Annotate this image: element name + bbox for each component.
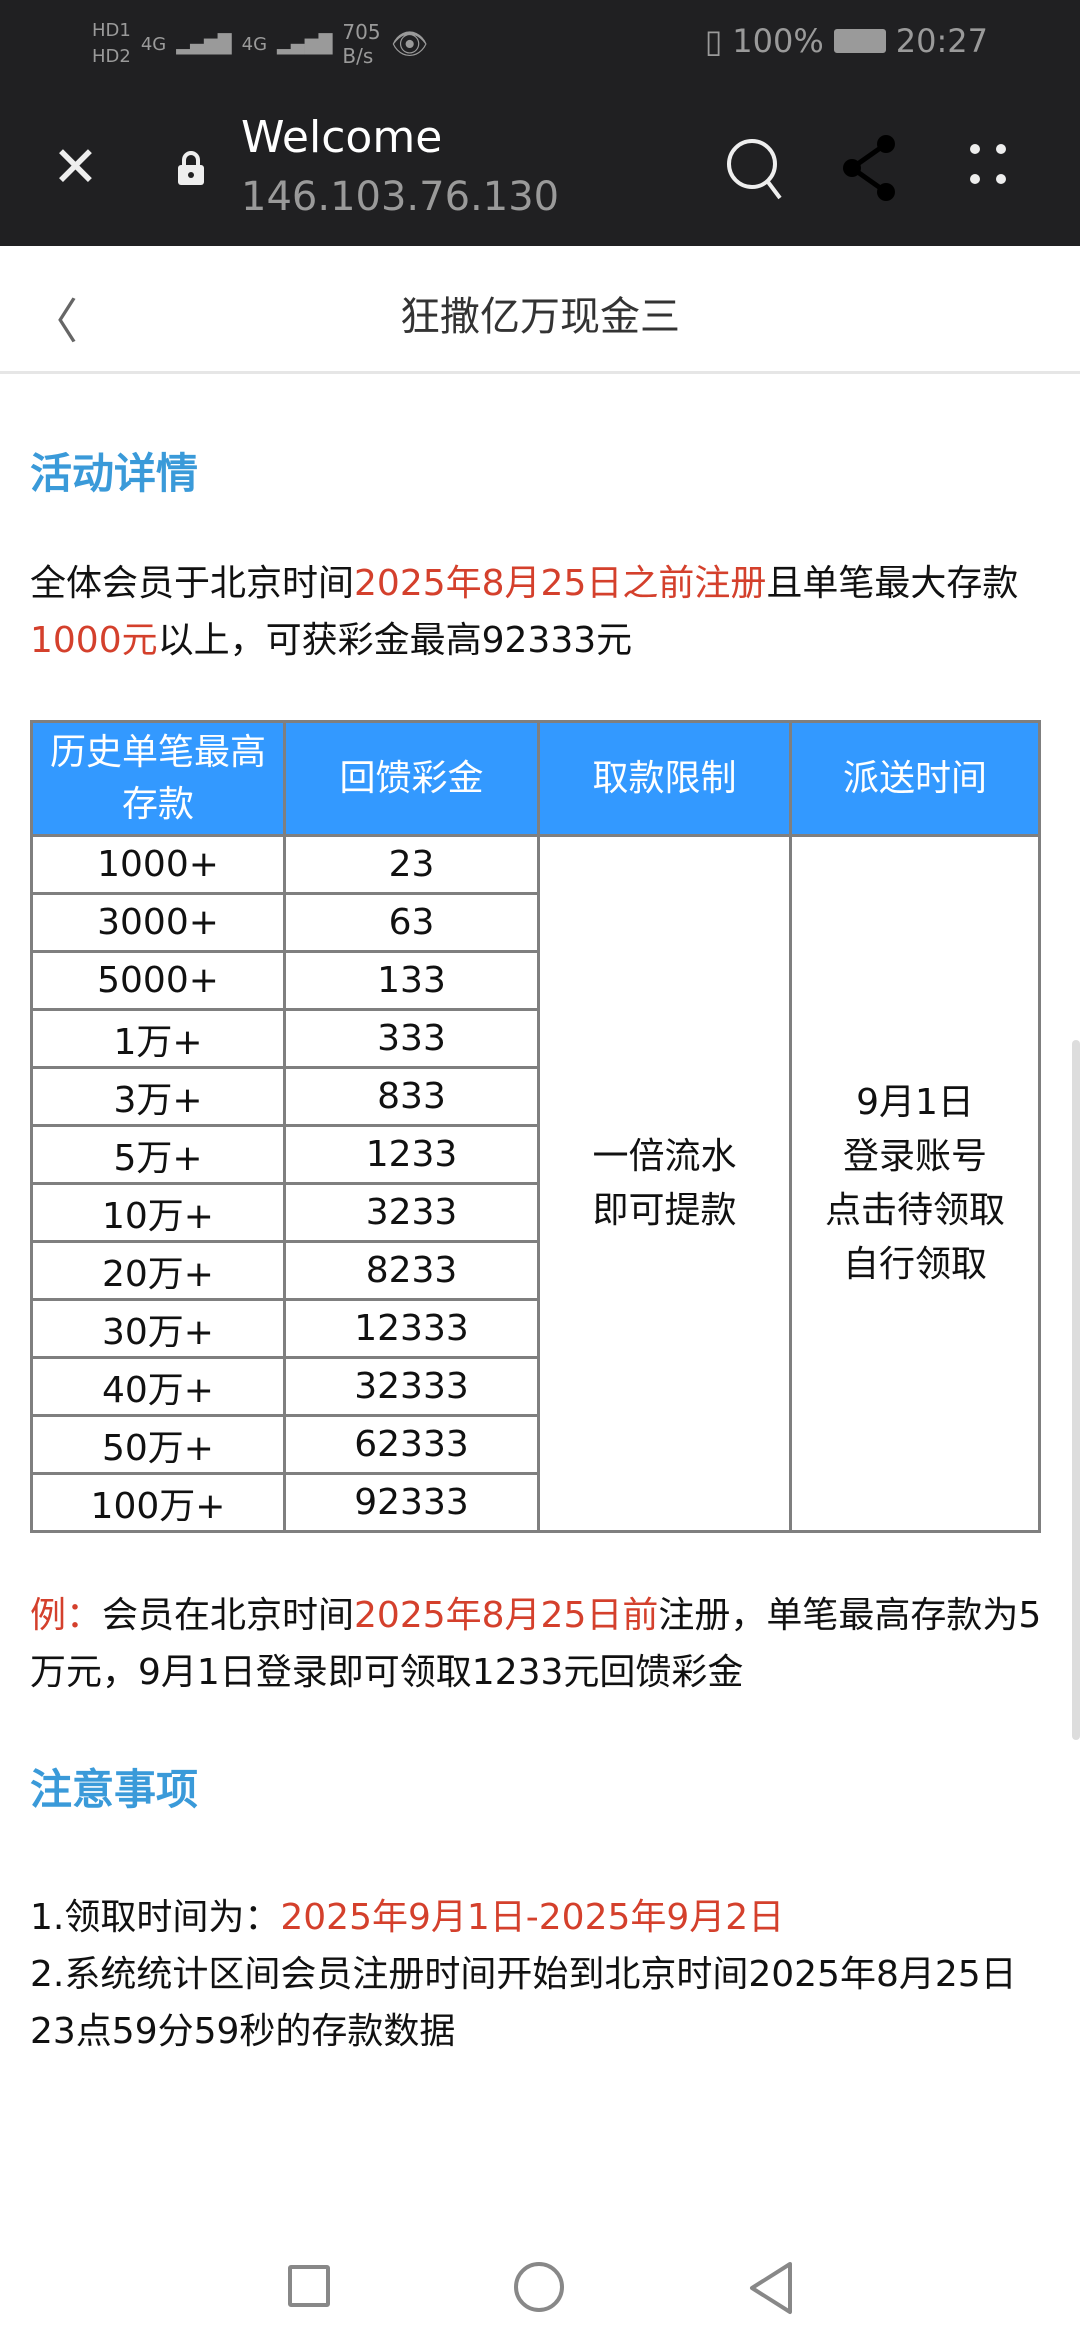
delivery-time-line: 登录账号 <box>842 1135 987 1177</box>
signal-icon: 4G <box>140 33 167 55</box>
table-row: 30万+ 12333 <box>30 1298 1040 1359</box>
eye-icon: 👁 <box>390 26 429 62</box>
table-row: 40万+ 32333 <box>30 1356 1040 1417</box>
clock: 20:27 <box>895 22 988 60</box>
table-row: 3000+ 63 <box>30 892 1040 953</box>
table-row: 1000+ 23 一倍流水 即可提款 9月1日 登录账号 点击待领取 自行领取 <box>30 834 1041 1533</box>
close-icon[interactable]: ✕ <box>52 135 99 200</box>
withdraw-limit-line: 一倍流水 <box>592 1135 737 1177</box>
net-speed-unit: B/s <box>342 44 374 68</box>
delivery-time-line: 点击待领取 <box>824 1189 1005 1231</box>
header-title: 狂撒亿万现金三 <box>400 294 680 340</box>
signal-icon-2: 4G <box>241 33 268 55</box>
reward-cell: 63 <box>283 892 540 953</box>
reward-cell: 8233 <box>283 1240 540 1301</box>
deposit-cell: 1万+ <box>30 1008 286 1069</box>
table-row: 3万+ 833 <box>30 1066 1040 1127</box>
section-title-notes: 注意事项 <box>30 1765 199 1814</box>
status-bar: HD1 HD2 4G ▂▄▆█ 4G ▂▄▆█ 705 B/s 👁 ▯ 100% 20:… <box>0 0 1080 100</box>
delivery-time-line: 自行领取 <box>842 1243 987 1285</box>
deposit-cell: 3万+ <box>30 1066 286 1127</box>
reward-cell: 12333 <box>283 1298 540 1359</box>
delivery-time-cell: 9月1日登录账号点击待领取自行领取 <box>789 834 1041 1533</box>
battery-percent: 100% <box>732 22 824 60</box>
sim1-label: HD1 <box>92 20 131 41</box>
system-nav-bar <box>0 2240 1080 2340</box>
back-icon[interactable]: 〈 <box>30 294 79 350</box>
reward-cell: 32333 <box>283 1356 540 1417</box>
sim2-label: HD2 <box>92 46 131 67</box>
search-icon[interactable] <box>724 134 788 204</box>
reward-cell: 333 <box>283 1008 540 1069</box>
deposit-cell: 10万+ <box>30 1182 286 1243</box>
intro-text: 全体会员于北京时间2025年8月25日之前注册且单笔最大存款1000元以上，可获… <box>30 563 1019 661</box>
recents-button[interactable] <box>288 2265 330 2307</box>
table-row: 20万+ 8233 <box>30 1240 1040 1301</box>
net-speed: 705 <box>342 20 381 44</box>
reward-cell: 3233 <box>283 1182 540 1243</box>
url-text[interactable]: 146.103.76.130 <box>241 174 560 220</box>
table-row: 50万+ 62333 <box>30 1414 1040 1475</box>
deposit-cell: 20万+ <box>30 1240 286 1301</box>
deposit-cell: 5000+ <box>30 950 286 1011</box>
deposit-cell: 1000+ <box>30 834 286 895</box>
note-2: 2.系统统计区间会员注册时间开始到北京时间2025年8月25日23点59分59秒… <box>30 1954 1017 2052</box>
page-title: Welcome <box>241 112 443 163</box>
lock-icon <box>178 151 204 185</box>
reward-cell: 23 <box>283 834 540 895</box>
home-button[interactable] <box>514 2262 564 2312</box>
battery-icon <box>833 29 886 53</box>
reward-cell: 1233 <box>283 1124 540 1185</box>
deposit-cell: 40万+ <box>30 1356 286 1417</box>
deposit-cell: 100万+ <box>30 1472 286 1533</box>
section-title-details: 活动详情 <box>30 449 199 498</box>
table-row: 10万+ 3233 <box>30 1182 1040 1243</box>
reward-table: 历史单笔最高存款 回馈彩金 取款限制 派送时间 1000+ 23 一倍流水 即可提款 9… <box>30 720 1041 1533</box>
col-header-reward: 回馈彩金 <box>283 720 540 837</box>
share-icon[interactable] <box>840 134 900 204</box>
reward-cell: 133 <box>283 950 540 1011</box>
reward-cell: 92333 <box>283 1472 540 1533</box>
page-header: 〈 狂撒亿万现金三 <box>0 246 1080 374</box>
col-header-deposit: 历史单笔最高存款 <box>30 720 286 837</box>
deposit-cell: 30万+ <box>30 1298 286 1359</box>
table-row: 5万+ 1233 <box>30 1124 1040 1185</box>
browser-toolbar: ✕ Welcome 146.103.76.130 <box>0 100 1080 246</box>
col-header-delivery: 派送时间 <box>789 720 1041 837</box>
withdraw-limit-cell: 一倍流水 即可提款 <box>537 834 792 1533</box>
scrollbar[interactable] <box>1072 1040 1080 1740</box>
col-header-withdraw: 取款限制 <box>537 720 792 837</box>
deposit-cell: 50万+ <box>30 1414 286 1475</box>
reward-cell: 833 <box>283 1066 540 1127</box>
example-text: 例：会员在北京时间2025年8月25日前注册，单笔最高存款为5万元，9月1日登录… <box>30 1595 1042 1693</box>
table-row: 1万+ 333 <box>30 1008 1040 1069</box>
more-icon[interactable] <box>970 144 1006 188</box>
delivery-time-line: 9月1日 <box>856 1081 974 1123</box>
note-1: 1.领取时间为：2025年9月1日-2025年9月2日 <box>30 1897 785 1938</box>
deposit-cell: 5万+ <box>30 1124 286 1185</box>
back-nav-button[interactable] <box>746 2260 796 2316</box>
vibrate-icon: ▯ <box>704 22 723 60</box>
withdraw-limit-line: 即可提款 <box>592 1189 737 1231</box>
reward-cell: 62333 <box>283 1414 540 1475</box>
deposit-cell: 3000+ <box>30 892 286 953</box>
table-row: 100万+ 92333 <box>30 1472 1040 1533</box>
table-row: 5000+ 133 <box>30 950 1040 1011</box>
